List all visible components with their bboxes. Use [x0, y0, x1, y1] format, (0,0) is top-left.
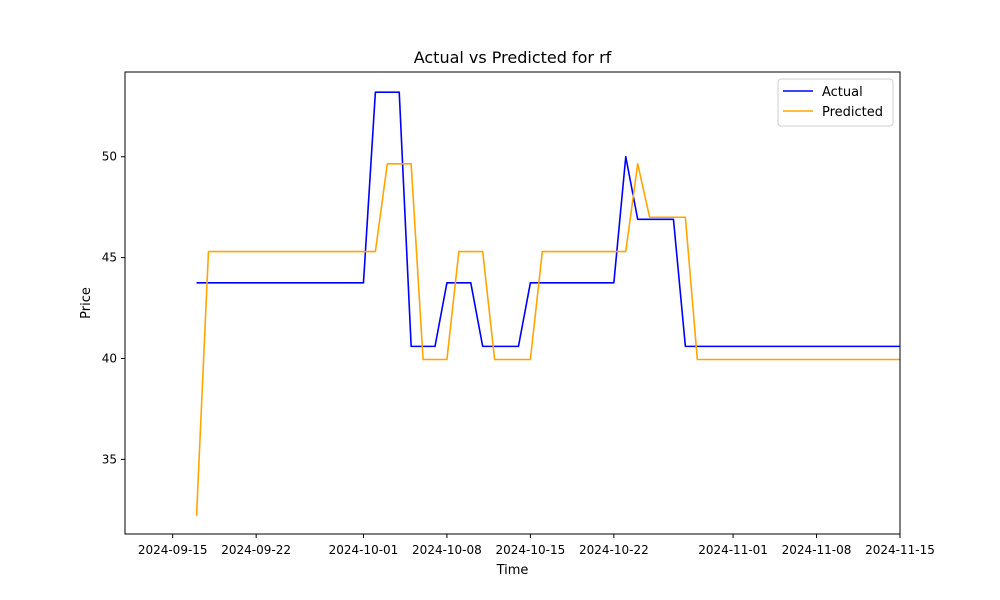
series-line-actual: [196, 91, 900, 348]
x-tick-label-6: 2024-11-01: [698, 543, 768, 557]
y-tick-label-3: 50: [102, 150, 117, 164]
y-tick-label-0: 35: [102, 452, 117, 466]
y-axis: 35 40 45 50: [102, 150, 125, 466]
series-line-predicted: [195, 162, 900, 516]
x-tick-label-7: 2024-11-08: [782, 543, 852, 557]
x-tick-label-3: 2024-10-08: [412, 543, 482, 557]
y-axis-label: Price: [79, 287, 94, 319]
x-tick-label-1: 2024-09-22: [221, 543, 291, 557]
x-tick-label-4: 2024-10-15: [496, 543, 566, 557]
legend: Actual Predicted: [777, 78, 894, 127]
x-axis-label: Time: [496, 563, 529, 578]
x-tick-label-5: 2024-10-22: [579, 543, 649, 557]
x-tick-label-2: 2024-10-01: [329, 543, 399, 557]
chart-title: Actual vs Predicted for rf: [414, 48, 612, 67]
legend-label-predicted: Predicted: [822, 105, 883, 120]
plot-frame: [124, 71, 901, 535]
x-axis: 2024-09-15 2024-09-22 2024-10-01 2024-10-08…: [138, 534, 935, 557]
series-layer: [195, 91, 900, 516]
x-tick-label-8: 2024-11-15: [865, 543, 935, 557]
plot-area: [125, 72, 900, 534]
x-tick-label-0: 2024-09-15: [138, 543, 208, 557]
y-tick-label-1: 40: [102, 351, 117, 365]
y-tick-label-2: 45: [102, 251, 117, 265]
legend-label-actual: Actual: [822, 85, 863, 100]
